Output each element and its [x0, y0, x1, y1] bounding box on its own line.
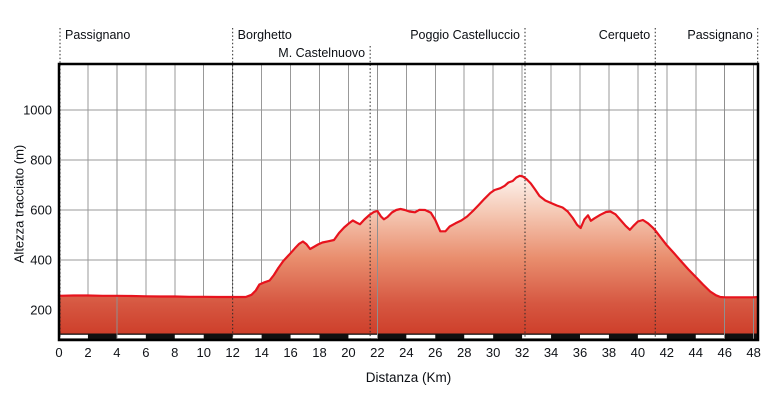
x-tick-label: 42 [660, 345, 674, 360]
elevation-curve [57, 174, 760, 299]
x-tick-label: 32 [515, 345, 529, 360]
scale-bar-white-segment [59, 334, 88, 339]
x-tick-label: 38 [602, 345, 616, 360]
x-tick-label: 8 [171, 345, 178, 360]
waypoint-label: Cerqueto [598, 28, 651, 42]
scale-bar-white-segment [695, 334, 725, 339]
x-tick-label: 2 [84, 345, 91, 360]
scale-bar-white-segment [579, 334, 609, 339]
y-tick-label: 800 [30, 153, 52, 168]
scale-bar-white-segment [174, 334, 204, 339]
x-tick-label: 36 [573, 345, 587, 360]
scale-bar-white-segment [348, 334, 378, 339]
x-tick-label: 16 [283, 345, 297, 360]
x-tick-label: 14 [254, 345, 268, 360]
x-tick-label: 18 [312, 345, 326, 360]
x-tick-label: 6 [142, 345, 149, 360]
x-tick-label: 24 [399, 345, 413, 360]
x-tick-label: 40 [631, 345, 645, 360]
scale-bar-white-segment [116, 334, 146, 339]
x-tick-label: 34 [544, 345, 558, 360]
x-tick-label: 48 [746, 345, 760, 360]
x-tick-label: 28 [457, 345, 471, 360]
y-axis-title: Altezza tracciato (m) [11, 144, 27, 264]
x-tick-label: 44 [689, 345, 703, 360]
waypoint-label: Passignano [65, 28, 131, 42]
x-tick-label: 20 [341, 345, 355, 360]
x-tick-label: 30 [486, 345, 500, 360]
x-tick-label: 22 [370, 345, 384, 360]
x-axis-title: Distanza (Km) [365, 370, 452, 385]
y-tick-label: 600 [30, 203, 52, 218]
waypoint-label: Borghetto [237, 28, 292, 42]
x-tick-label: 26 [428, 345, 442, 360]
y-tick-label: 200 [30, 303, 52, 318]
plot-frame [57, 62, 760, 342]
y-tick-label: 1000 [23, 103, 52, 118]
y-tick-label: 400 [30, 253, 52, 268]
scale-bar-white-segment [522, 334, 552, 339]
waypoint-label: Poggio Castelluccio [410, 28, 520, 42]
x-tick-label: 4 [113, 345, 120, 360]
x-tick-label: 46 [717, 345, 731, 360]
x-tick-label: 0 [55, 345, 62, 360]
scale-bar-white-segment [637, 334, 667, 339]
x-tick-label: 12 [225, 345, 239, 360]
scale-bar-white-segment [290, 334, 320, 339]
surface-scale-bar [59, 333, 757, 340]
scale-bar-white-segment [232, 334, 262, 339]
x-tick-label: 10 [196, 345, 210, 360]
waypoint-label: Passignano [687, 28, 753, 42]
waypoint-label: M. Castelnuovo [278, 46, 366, 60]
scale-bar-white-segment [464, 334, 494, 339]
elevation-fill [59, 175, 758, 340]
scale-bar-white-segment [406, 334, 436, 339]
